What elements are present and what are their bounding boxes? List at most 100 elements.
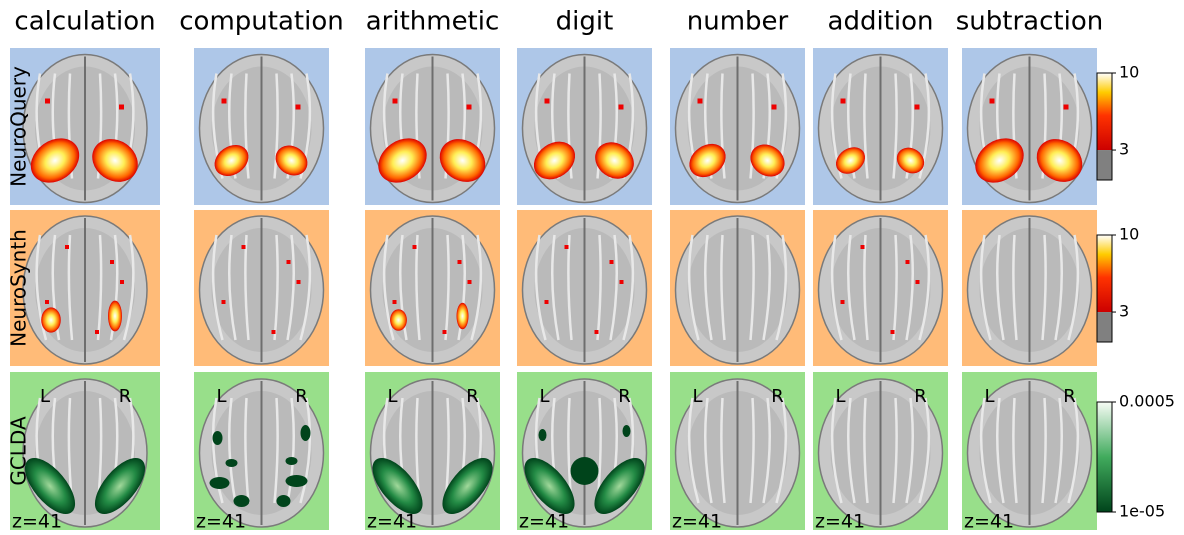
sulcus xyxy=(596,234,602,341)
activation xyxy=(564,245,569,249)
sulcus xyxy=(720,397,726,504)
panel xyxy=(670,210,805,366)
activation xyxy=(442,330,447,334)
sulcus xyxy=(996,234,1005,341)
sulcus xyxy=(1054,234,1063,341)
panel xyxy=(10,48,160,205)
activation xyxy=(914,104,920,110)
colorbar-label: 0.0005 xyxy=(1119,392,1175,411)
sulcus xyxy=(863,73,869,179)
activation xyxy=(467,280,472,284)
orientation-left: L xyxy=(387,386,397,407)
sulcus xyxy=(687,234,700,341)
panel xyxy=(813,48,948,205)
activation xyxy=(296,280,301,284)
panel xyxy=(10,210,160,366)
activation xyxy=(896,147,925,174)
activation xyxy=(108,300,122,332)
activation xyxy=(92,139,138,182)
sulcus xyxy=(299,397,312,504)
sulcus xyxy=(775,397,788,504)
activation xyxy=(30,138,80,183)
activation xyxy=(214,144,249,177)
sulcus xyxy=(863,397,869,504)
activation xyxy=(439,139,486,182)
activation xyxy=(286,260,291,264)
row-label: NeuroQuery xyxy=(7,66,31,187)
sulcus xyxy=(273,234,279,341)
activation xyxy=(276,495,291,507)
sulcus xyxy=(273,397,279,504)
sulcus xyxy=(918,397,931,504)
activation xyxy=(989,98,995,104)
orientation-left: L xyxy=(216,386,226,407)
activation xyxy=(110,260,114,264)
panel xyxy=(517,210,652,366)
panel xyxy=(365,48,500,205)
orientation-right: R xyxy=(771,386,784,407)
colorbar-below xyxy=(1097,150,1112,180)
sulcus xyxy=(415,234,421,341)
sulcus xyxy=(534,234,547,341)
activation xyxy=(840,300,845,304)
column-title: number xyxy=(687,7,789,37)
sulcus xyxy=(1067,234,1080,341)
panel xyxy=(365,210,500,366)
activation xyxy=(285,457,298,465)
sulcus xyxy=(892,397,898,504)
slice-label: z=41 xyxy=(196,511,246,532)
slice-label: z=41 xyxy=(964,511,1014,532)
orientation-right: R xyxy=(466,386,479,407)
activation xyxy=(390,309,407,331)
activation xyxy=(689,143,726,178)
sulcus xyxy=(905,397,914,504)
sulcus xyxy=(704,234,713,341)
activation xyxy=(41,307,61,333)
panel: L Rz=41 xyxy=(10,372,160,533)
sulcus xyxy=(382,234,395,341)
sulcus xyxy=(996,397,1005,504)
panel xyxy=(670,48,805,205)
panel xyxy=(194,210,329,366)
sulcus xyxy=(35,234,48,341)
column-title: computation xyxy=(179,7,343,37)
sulcus xyxy=(847,234,856,341)
colorbar-label: 10 xyxy=(1119,225,1139,244)
panel: L Rz=41 xyxy=(670,372,805,533)
sulcus xyxy=(1041,234,1047,341)
activation xyxy=(295,104,301,110)
sulcus xyxy=(830,397,843,504)
activation xyxy=(392,300,397,304)
activation xyxy=(533,141,576,180)
sulcus xyxy=(622,234,635,341)
activation xyxy=(378,138,427,183)
activation xyxy=(1036,139,1083,182)
sulcus xyxy=(273,73,279,179)
sulcus xyxy=(704,397,713,504)
activation xyxy=(233,495,250,507)
colorbar xyxy=(1097,235,1112,313)
activation xyxy=(570,457,599,485)
column-title: arithmetic xyxy=(366,7,500,37)
activation xyxy=(524,457,575,515)
sulcus xyxy=(244,234,250,341)
orientation-left: L xyxy=(40,386,50,407)
sulcus xyxy=(1067,397,1080,504)
orientation-right: R xyxy=(914,386,927,407)
sulcus xyxy=(762,397,771,504)
orientation-right: R xyxy=(119,386,132,407)
colorbar-label: 3 xyxy=(1119,302,1129,321)
sulcus xyxy=(211,397,224,504)
sulcus xyxy=(892,73,898,179)
activation xyxy=(890,330,895,334)
sulcus xyxy=(749,234,755,341)
panel: L Rz=41 xyxy=(813,372,948,533)
slice-label: z=41 xyxy=(519,511,569,532)
sulcus xyxy=(830,234,843,341)
sulcus xyxy=(918,234,931,341)
activation xyxy=(95,330,99,334)
activation xyxy=(241,245,246,249)
activation xyxy=(456,302,469,330)
activation xyxy=(905,260,910,264)
